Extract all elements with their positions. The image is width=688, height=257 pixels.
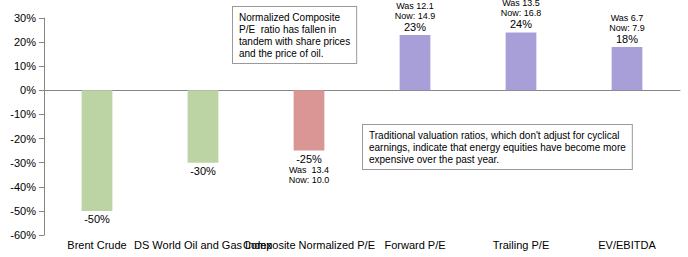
svg-text:Normalized Composite: Normalized Composite: [239, 12, 341, 23]
svg-text:Trailing P/E: Trailing P/E: [493, 239, 549, 251]
svg-text:Forward P/E: Forward P/E: [384, 239, 445, 251]
svg-text:-10%: -10%: [10, 108, 36, 120]
svg-text:and the price of oil.: and the price of oil.: [239, 48, 324, 59]
svg-text:-30%: -30%: [190, 165, 216, 177]
svg-text:Was 13.4: Was 13.4: [289, 165, 329, 175]
svg-text:23%: 23%: [404, 21, 426, 33]
svg-text:Traditional valuation ratios,: Traditional valuation ratios, which don'…: [369, 130, 620, 141]
svg-text:Was 13.5: Was 13.5: [502, 0, 540, 8]
svg-text:Now: 10.0: Now: 10.0: [289, 175, 330, 185]
svg-text:-50%: -50%: [10, 205, 36, 217]
svg-text:Now: 14.9: Now: 14.9: [395, 11, 436, 21]
svg-text:earnings, indicate that energy: earnings, indicate that energy equities …: [369, 142, 626, 153]
svg-text:tandem with share prices: tandem with share prices: [239, 36, 350, 47]
svg-text:24%: 24%: [510, 18, 532, 30]
svg-text:Composite Normalized P/E: Composite Normalized P/E: [243, 239, 375, 251]
svg-text:Now: 16.8: Now: 16.8: [501, 8, 542, 18]
svg-text:-30%: -30%: [10, 157, 36, 169]
svg-text:expensive over the past year.: expensive over the past year.: [369, 154, 499, 165]
svg-text:Now: 7.9: Now: 7.9: [609, 23, 645, 33]
svg-text:DS World Oil and Gas Index: DS World Oil and Gas Index: [134, 238, 272, 251]
svg-text:Was 12.1: Was 12.1: [396, 1, 434, 11]
svg-text:-20%: -20%: [10, 133, 36, 145]
svg-text:18%: 18%: [616, 33, 638, 45]
svg-text:-25%: -25%: [296, 153, 322, 165]
svg-text:EV/EBITDA: EV/EBITDA: [598, 239, 656, 251]
svg-text:Brent Crude: Brent Crude: [67, 239, 126, 251]
svg-text:20%: 20%: [14, 36, 36, 48]
svg-text:-60%: -60%: [10, 229, 36, 241]
svg-text:Was 6.7: Was 6.7: [611, 13, 644, 23]
svg-text:-50%: -50%: [84, 213, 110, 225]
svg-text:0%: 0%: [20, 84, 36, 96]
svg-text:30%: 30%: [14, 12, 36, 24]
svg-text:10%: 10%: [14, 60, 36, 72]
svg-text:P/E ratio has fallen in: P/E ratio has fallen in: [239, 24, 336, 35]
svg-text:-40%: -40%: [10, 181, 36, 193]
